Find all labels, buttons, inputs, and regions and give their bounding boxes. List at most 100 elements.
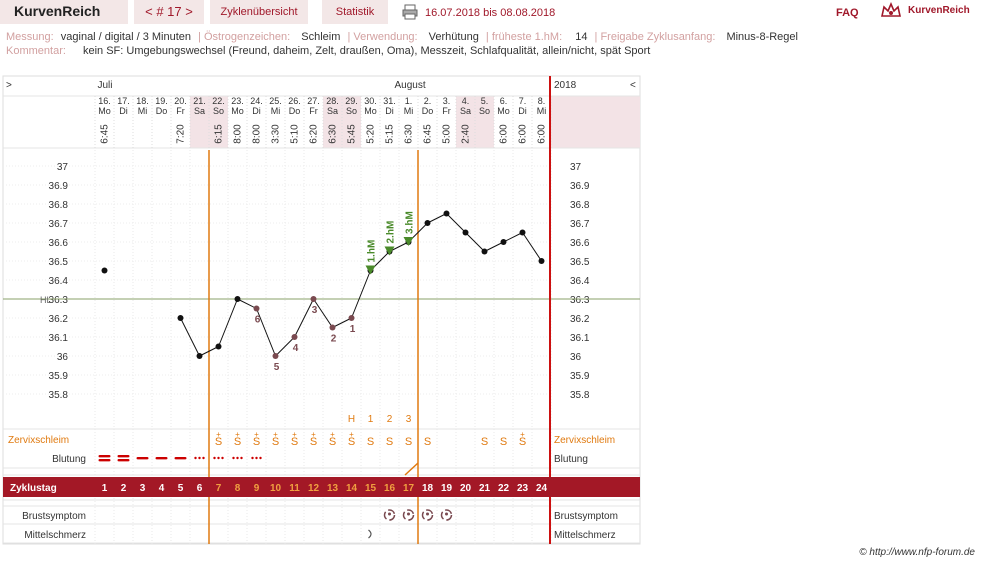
tab-statistik[interactable]: Statistik xyxy=(322,0,388,24)
day-weekday-label: Sa xyxy=(194,106,205,116)
logo-text: KurvenReich xyxy=(908,5,970,16)
y-tick-left: 36 xyxy=(57,352,69,363)
y-tick-left: 36.9 xyxy=(49,181,69,192)
zervix-mark: S xyxy=(310,436,317,448)
temp-line-segment xyxy=(218,298,238,347)
zervix-mark: S xyxy=(253,436,260,448)
weekend-shade xyxy=(342,96,361,148)
nav-next-icon[interactable]: < xyxy=(630,80,636,91)
measure-time-label: 8:00 xyxy=(233,124,244,144)
temp-point xyxy=(215,343,222,350)
temp-line-segment xyxy=(180,317,200,357)
bleeding-medium-mark xyxy=(174,457,187,460)
temp-line-segment xyxy=(465,232,485,252)
tab-zyklenuebersicht[interactable]: Zyklenübersicht xyxy=(210,0,308,24)
day-date-label: 21. xyxy=(193,96,206,106)
temp-point xyxy=(424,220,431,226)
measure-time-label: 6:45 xyxy=(423,124,434,144)
y-tick-right: 35.9 xyxy=(570,371,590,382)
measure-time-label: 6:30 xyxy=(404,124,415,144)
day-date-label: 26. xyxy=(288,96,301,106)
nav-prev-icon[interactable]: > xyxy=(6,80,12,91)
day-date-label: 24. xyxy=(250,96,263,106)
blutung-row-label-right: Blutung xyxy=(554,454,588,465)
zervix-plus-mark: + xyxy=(349,430,354,439)
zervix-plus-mark: + xyxy=(311,430,316,439)
day-weekday-label: Mi xyxy=(404,106,414,116)
month-label-august: August xyxy=(395,80,426,91)
day-weekday-label: Di xyxy=(119,106,128,116)
peak-count-label: 3 xyxy=(406,414,412,425)
day-weekday-label: Fr xyxy=(442,106,451,116)
chart-frame xyxy=(2,75,641,545)
y-tick-right: 36.1 xyxy=(570,333,590,344)
measure-time-label: 5:15 xyxy=(385,124,396,144)
zervix-mark: S xyxy=(348,436,355,448)
day-weekday-label: Di xyxy=(252,106,261,116)
day-weekday-label: Do xyxy=(156,106,168,116)
zervix-plus-mark: + xyxy=(292,430,297,439)
temp-point xyxy=(101,267,108,274)
measure-time-label: 6:30 xyxy=(328,124,339,144)
cycle-day-label: 12 xyxy=(308,483,320,494)
y-tick-right: 36.9 xyxy=(570,181,590,192)
temp-line-segment xyxy=(332,317,352,328)
top-bar: KurvenReich < # 17 > Zyklenübersicht Sta… xyxy=(0,0,981,26)
zervix-mark: S xyxy=(500,436,507,448)
printer-icon[interactable] xyxy=(402,4,418,20)
measure-time-label: 3:30 xyxy=(271,124,282,144)
brand-title: KurvenReich xyxy=(14,3,101,19)
day-date-label: 6. xyxy=(500,96,508,106)
cycle-day-label: 2 xyxy=(121,483,127,494)
cycle-day-label: 15 xyxy=(365,483,377,494)
bleeding-light-mark xyxy=(251,456,254,460)
measure-time-label: 5:45 xyxy=(347,124,358,144)
mittel-row-label: Mittelschmerz xyxy=(24,530,86,541)
temp-line-segment xyxy=(503,232,523,243)
breast-symptom-icon xyxy=(383,509,396,521)
zervix-plus-mark: + xyxy=(235,430,240,439)
oestrogen-value: Schleim xyxy=(301,31,341,43)
cycle-day-label: 22 xyxy=(498,483,510,494)
temp-line-segment xyxy=(275,336,295,357)
zyklustag-bar xyxy=(3,477,640,497)
day-date-label: 7. xyxy=(519,96,527,106)
temp-line-segment xyxy=(351,270,371,319)
mittelschmerz-icon xyxy=(368,529,372,539)
y-tick-left: 36.6 xyxy=(49,238,69,249)
day-weekday-label: So xyxy=(213,106,224,116)
cycle-day-label: 17 xyxy=(403,483,415,494)
cycle-nav[interactable]: < # 17 > xyxy=(134,0,204,24)
temp-point xyxy=(291,334,298,340)
zervix-plus-mark: + xyxy=(273,430,278,439)
temp-point xyxy=(519,229,526,236)
measure-time-label: 8:00 xyxy=(252,124,263,144)
bleeding-light-mark xyxy=(217,456,220,460)
day-weekday-label: Do xyxy=(422,106,434,116)
day-date-label: 22. xyxy=(212,96,225,106)
y-tick-left: 35.8 xyxy=(49,390,69,401)
faq-link[interactable]: FAQ xyxy=(836,7,859,19)
cycle-day-label: 19 xyxy=(441,483,453,494)
y-tick-right: 36 xyxy=(570,352,582,363)
info-line-1: Messung: vaginal / digital / 3 Minuten |… xyxy=(6,30,798,44)
cycle-day-label: 8 xyxy=(235,483,241,494)
day-weekday-label: Sa xyxy=(460,106,471,116)
hm-label: früheste 1.hM: xyxy=(491,31,563,43)
temp-line-segment xyxy=(427,213,447,224)
verwendung-value: Verhütung xyxy=(428,31,479,43)
day-weekday-label: Do xyxy=(289,106,301,116)
temp-point xyxy=(443,210,450,217)
messung-value: vaginal / digital / 3 Minuten xyxy=(60,31,192,43)
cycle-day-label: 7 xyxy=(216,483,222,494)
high-marker-label: 2.hM xyxy=(386,221,397,244)
measure-time-label: 6:20 xyxy=(309,124,320,144)
breast-symptom-icon xyxy=(421,509,434,521)
year-label: 2018 xyxy=(554,80,577,91)
cycle-day-label: 14 xyxy=(346,483,358,494)
breast-symptom-dot xyxy=(426,512,429,516)
y-tick-right: 37 xyxy=(570,162,582,173)
bleeding-light-mark xyxy=(194,456,197,460)
verwendung-label: Verwendung: xyxy=(353,31,418,43)
y-tick-left: 36.5 xyxy=(49,257,69,268)
